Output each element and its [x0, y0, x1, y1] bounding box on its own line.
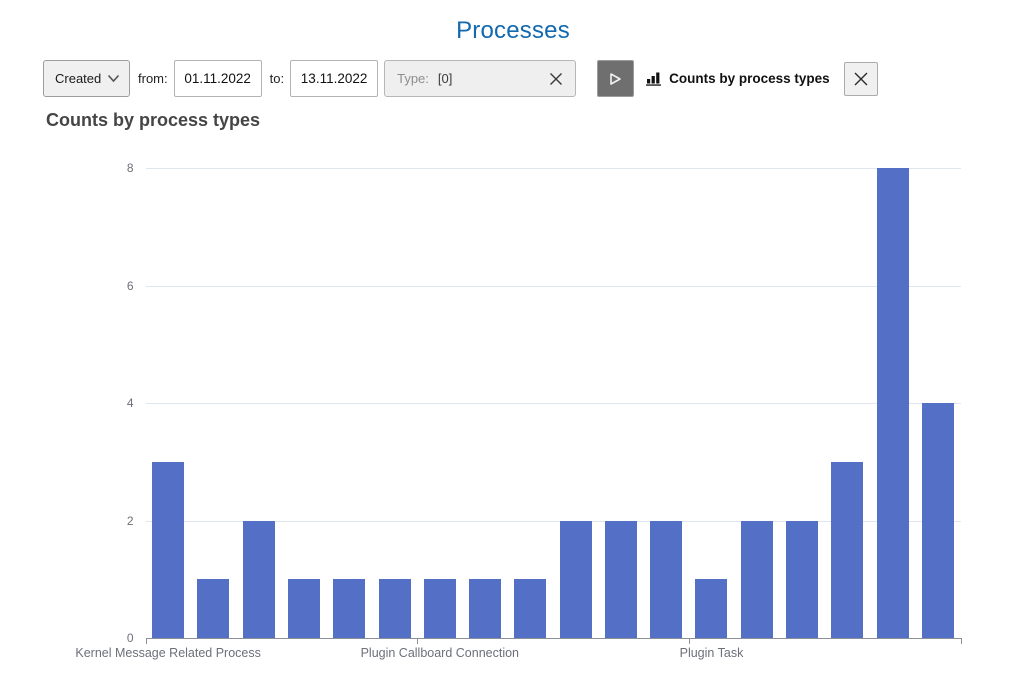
bar-chart: 0 2 4 6 8 Kernel Message Related Process Plugi… [0, 140, 1026, 684]
to-date-input[interactable] [290, 60, 379, 97]
bar[interactable] [287, 579, 320, 638]
chart-toggle[interactable]: Counts by process types [646, 71, 830, 86]
gridline [145, 168, 961, 169]
bar[interactable] [197, 579, 230, 638]
bar[interactable] [740, 520, 773, 638]
bar[interactable] [514, 579, 547, 638]
toolbar: Created from: to: Type: [0] [43, 60, 878, 97]
gridline [145, 403, 961, 404]
chart-heading: Counts by process types [46, 110, 261, 130]
y-tick-label: 4 [126, 396, 134, 410]
from-label: from: [138, 71, 168, 86]
gridline [145, 285, 961, 287]
bar[interactable] [650, 520, 683, 638]
bar[interactable] [831, 461, 864, 638]
x-axis-line [145, 638, 962, 639]
type-filter-label: Type: [397, 71, 429, 86]
gridline [145, 520, 961, 522]
bar[interactable] [378, 579, 411, 638]
chevron-down-icon [107, 74, 120, 83]
bar[interactable] [242, 520, 275, 638]
bar[interactable] [469, 579, 502, 638]
run-query-button[interactable] [597, 60, 635, 97]
bar[interactable] [786, 520, 819, 638]
to-label: to: [269, 71, 285, 86]
chart-toggle-label: Counts by process types [669, 71, 830, 86]
bar[interactable] [876, 168, 909, 638]
y-tick-label: 8 [126, 161, 134, 175]
y-tick-label: 6 [126, 278, 134, 293]
x-axis-tick [145, 638, 147, 644]
x-tick-label: Kernel Message Related Process [75, 646, 261, 660]
x-axis-tick [960, 638, 962, 644]
created-select-value: Created [55, 71, 102, 86]
bar[interactable] [152, 461, 185, 638]
bar-chart-icon [646, 71, 663, 86]
close-chart-button[interactable] [843, 61, 878, 96]
from-date-input[interactable] [173, 60, 262, 97]
bar[interactable] [559, 520, 592, 638]
x-tick-label: Plugin Callboard Connection [360, 646, 520, 660]
x-axis-tick [417, 638, 419, 644]
x-tick-label: Plugin Task [679, 646, 744, 660]
bar[interactable] [921, 403, 954, 638]
y-tick-label: 2 [126, 513, 134, 528]
type-filter-field[interactable]: Type: [0] [384, 60, 577, 97]
type-filter-value: [0] [437, 71, 453, 86]
page-title: Processes [456, 17, 570, 44]
bar[interactable] [423, 579, 456, 638]
close-icon [853, 71, 869, 87]
x-axis-tick [688, 638, 690, 644]
created-select[interactable]: Created [43, 60, 130, 97]
play-icon [609, 72, 622, 86]
bar[interactable] [604, 520, 637, 638]
bar[interactable] [333, 579, 366, 638]
type-clear-icon[interactable] [549, 72, 563, 86]
y-tick-label: 0 [126, 631, 134, 645]
bar[interactable] [695, 579, 728, 638]
